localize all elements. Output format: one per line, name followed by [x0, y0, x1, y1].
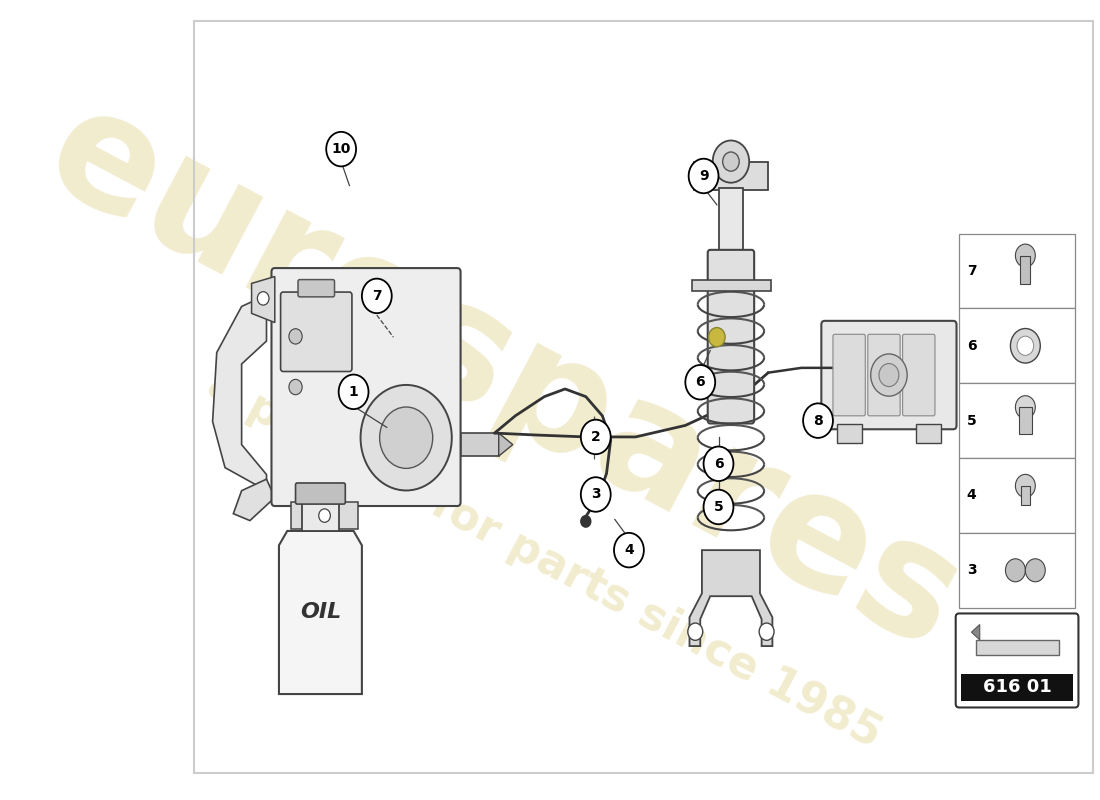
Polygon shape: [498, 433, 513, 456]
Circle shape: [361, 385, 452, 490]
Circle shape: [708, 327, 725, 346]
Bar: [959, 458, 1075, 533]
Circle shape: [1015, 396, 1035, 418]
Polygon shape: [971, 625, 980, 640]
Circle shape: [327, 132, 356, 166]
Circle shape: [704, 446, 734, 481]
FancyBboxPatch shape: [272, 268, 461, 506]
Circle shape: [1018, 336, 1034, 355]
Circle shape: [362, 278, 392, 313]
Text: 3: 3: [591, 487, 601, 502]
FancyBboxPatch shape: [280, 292, 352, 371]
FancyBboxPatch shape: [868, 334, 900, 416]
Text: 7: 7: [967, 264, 977, 278]
Bar: [1021, 256, 1031, 284]
Bar: [961, 674, 1072, 701]
Circle shape: [339, 374, 369, 409]
Circle shape: [581, 516, 591, 527]
Circle shape: [581, 420, 611, 454]
Bar: [302, 502, 339, 531]
Bar: [959, 383, 1075, 458]
Circle shape: [879, 363, 899, 386]
Text: 3: 3: [967, 563, 977, 578]
Text: 4: 4: [624, 543, 634, 557]
Circle shape: [614, 533, 644, 567]
Circle shape: [689, 158, 718, 194]
Polygon shape: [212, 295, 266, 490]
Text: 5: 5: [714, 500, 724, 514]
Text: 616 01: 616 01: [982, 678, 1052, 696]
Bar: [1019, 407, 1032, 434]
Text: eurospares: eurospares: [21, 72, 986, 683]
FancyBboxPatch shape: [903, 334, 935, 416]
Text: 1: 1: [349, 385, 359, 399]
Text: 6: 6: [967, 338, 977, 353]
Text: 6: 6: [695, 375, 705, 390]
Circle shape: [1011, 329, 1041, 363]
FancyBboxPatch shape: [833, 334, 866, 416]
Text: 10: 10: [331, 142, 351, 156]
FancyBboxPatch shape: [296, 483, 345, 504]
Bar: [692, 279, 771, 291]
Bar: [976, 640, 1058, 655]
Circle shape: [759, 623, 774, 640]
Circle shape: [257, 292, 270, 305]
Text: 9: 9: [698, 169, 708, 183]
Circle shape: [723, 152, 739, 171]
FancyBboxPatch shape: [707, 250, 755, 423]
Polygon shape: [690, 550, 772, 646]
Circle shape: [581, 478, 611, 512]
Bar: [959, 308, 1075, 383]
Circle shape: [685, 365, 715, 399]
Polygon shape: [252, 277, 275, 322]
FancyBboxPatch shape: [298, 279, 334, 297]
Bar: [916, 423, 940, 442]
Circle shape: [871, 354, 908, 396]
Circle shape: [1025, 558, 1045, 582]
Bar: [718, 189, 744, 258]
Text: 2: 2: [591, 430, 601, 444]
Text: OIL: OIL: [300, 602, 341, 622]
Circle shape: [688, 623, 703, 640]
Text: a passion for parts since 1985: a passion for parts since 1985: [200, 363, 889, 757]
Text: 8: 8: [813, 414, 823, 428]
Bar: [694, 162, 768, 190]
Text: 4: 4: [967, 489, 977, 502]
Bar: [959, 533, 1075, 608]
Text: 7: 7: [372, 289, 382, 303]
FancyBboxPatch shape: [822, 321, 957, 430]
Circle shape: [289, 379, 302, 394]
Bar: [1021, 486, 1030, 505]
Circle shape: [1015, 244, 1035, 267]
Circle shape: [1005, 558, 1025, 582]
Circle shape: [704, 490, 734, 524]
FancyBboxPatch shape: [956, 614, 1078, 707]
Circle shape: [713, 141, 749, 182]
Polygon shape: [292, 502, 358, 529]
Text: 5: 5: [967, 414, 977, 428]
Text: 6: 6: [714, 457, 724, 470]
Polygon shape: [279, 531, 362, 694]
Bar: [959, 234, 1075, 308]
Circle shape: [289, 329, 302, 344]
Bar: [837, 423, 862, 442]
Bar: [461, 433, 498, 456]
Circle shape: [319, 509, 330, 522]
Circle shape: [379, 407, 432, 468]
Polygon shape: [233, 479, 275, 521]
Circle shape: [1015, 474, 1035, 498]
Circle shape: [803, 403, 833, 438]
